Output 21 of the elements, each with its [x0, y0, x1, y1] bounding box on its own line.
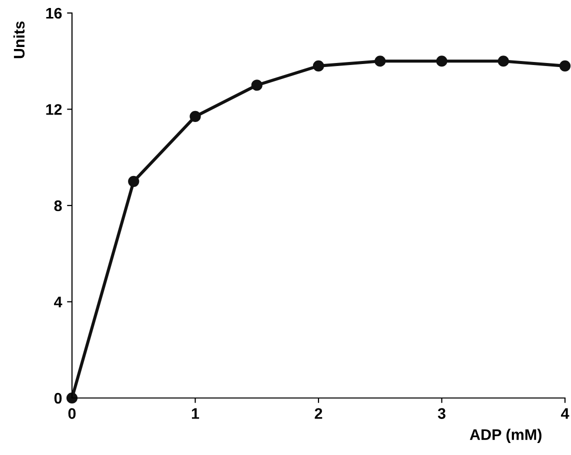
point: [498, 56, 509, 67]
x-tick-label: 2: [314, 408, 322, 419]
point: [436, 56, 448, 67]
y-axis-title: Units: [13, 21, 25, 58]
x-tick-label: 0: [68, 408, 76, 419]
y-tick-label: 4: [54, 296, 62, 308]
x-tick-label: 3: [438, 408, 446, 419]
point: [559, 60, 571, 72]
y-tick-label: 0: [54, 392, 62, 404]
point: [190, 110, 201, 122]
point: [312, 60, 324, 72]
point: [251, 80, 262, 91]
point: [66, 392, 78, 404]
x-axis-title: ADP (mM): [470, 428, 542, 444]
x-tick-label: 1: [192, 408, 200, 419]
point: [374, 56, 386, 67]
point: [128, 176, 140, 187]
y-tick-label: 12: [46, 104, 62, 115]
x-tick-label: 4: [560, 408, 570, 419]
y-tick-label: 16: [46, 8, 62, 19]
y-tick-label: 8: [54, 200, 62, 212]
